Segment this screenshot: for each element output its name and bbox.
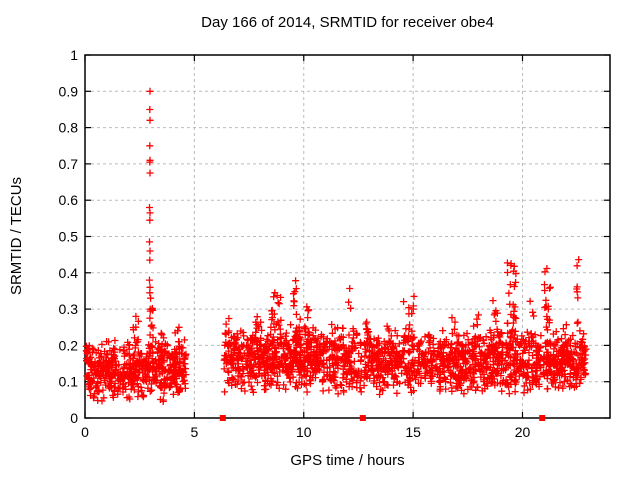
y-tick-label: 0.8 — [59, 120, 79, 136]
y-tick-label: 0.2 — [59, 337, 79, 353]
scatter-points — [82, 87, 590, 405]
y-tick-label: 0.1 — [59, 374, 79, 390]
chart-title: Day 166 of 2014, SRMTID for receiver obe… — [201, 14, 494, 31]
plot-border — [84, 54, 611, 419]
x-axis-label: GPS time / hours — [290, 452, 405, 469]
y-tick-label: 0.3 — [59, 301, 79, 317]
x-tick-label: 10 — [296, 424, 312, 440]
y-tick-label: 0.7 — [59, 156, 79, 172]
y-tick-label: 0.5 — [59, 229, 79, 245]
y-tick-label: 1 — [70, 47, 78, 63]
x-tick-label: 15 — [405, 424, 421, 440]
y-tick-label: 0.4 — [59, 265, 79, 281]
y-tick-label: 0.6 — [59, 192, 79, 208]
x-tick-label: 0 — [81, 424, 89, 440]
y-tick-label: 0.9 — [59, 83, 79, 99]
x-tick-label: 5 — [190, 424, 198, 440]
baseline-gap-marker — [359, 415, 366, 421]
baseline-gap-marker — [219, 415, 226, 421]
x-tick-label: 20 — [515, 424, 531, 440]
y-tick-label: 0 — [70, 410, 78, 426]
baseline-gap-marker — [539, 415, 546, 421]
